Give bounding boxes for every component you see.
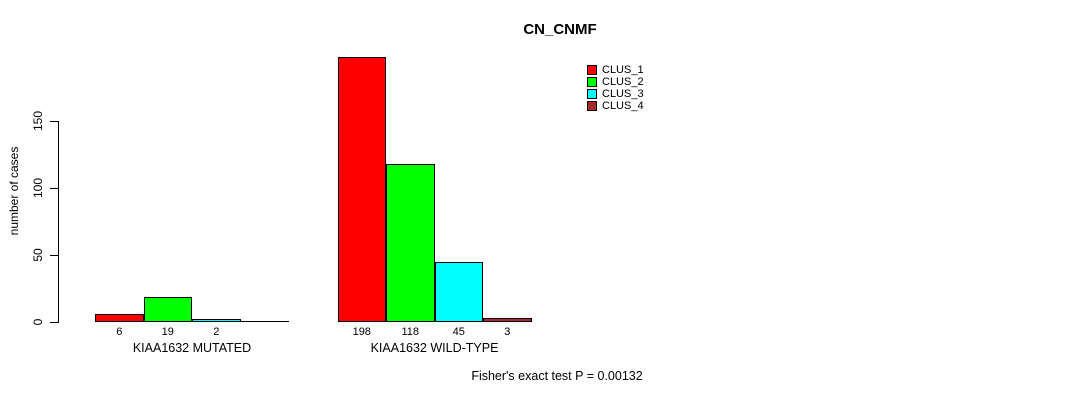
y-tick-label: 100	[31, 177, 45, 199]
legend-item: CLUS_4	[587, 100, 644, 112]
bar-value-label: 118	[401, 326, 420, 338]
legend-swatch	[587, 77, 597, 87]
legend-label: CLUS_4	[602, 100, 644, 112]
legend-item: CLUS_2	[587, 76, 644, 88]
bar	[386, 163, 435, 322]
legend-swatch	[587, 101, 597, 111]
bar	[192, 319, 241, 322]
chart-title: CN_CNMF	[523, 21, 597, 38]
y-tick	[50, 121, 58, 122]
bar-value-label: 19	[161, 326, 174, 338]
bar	[434, 261, 483, 322]
bar	[95, 313, 144, 322]
legend-swatch	[587, 89, 597, 99]
category-label: KIAA1632 WILD-TYPE	[370, 341, 499, 355]
legend-label: CLUS_2	[602, 76, 644, 88]
legend-swatch	[587, 65, 597, 75]
bar-value-label: 45	[452, 326, 465, 338]
annotation-text: Fisher's exact test P = 0.00132	[471, 369, 643, 383]
zero-value-bar-line	[240, 321, 289, 322]
y-tick	[50, 188, 58, 189]
bar	[483, 317, 532, 322]
y-axis-line	[58, 121, 59, 323]
y-tick-label: 50	[31, 248, 45, 262]
y-tick-label: 0	[31, 318, 45, 326]
bar	[143, 296, 192, 322]
bar-value-label: 198	[352, 326, 371, 338]
y-tick-label: 150	[31, 110, 45, 132]
bar-value-label: 2	[213, 326, 220, 338]
legend-label: CLUS_1	[602, 64, 644, 76]
legend: CLUS_1 CLUS_2 CLUS_3 CLUS_4	[587, 64, 644, 112]
y-tick	[50, 255, 58, 256]
legend-item: CLUS_1	[587, 64, 644, 76]
bar-value-label: 3	[504, 326, 511, 338]
category-label: KIAA1632 MUTATED	[132, 341, 252, 355]
y-axis-label: number of cases	[7, 146, 21, 236]
bar-value-label: 6	[116, 326, 123, 338]
legend-label: CLUS_3	[602, 88, 644, 100]
legend-item: CLUS_3	[587, 88, 644, 100]
y-tick	[50, 322, 58, 323]
bar	[337, 56, 386, 322]
